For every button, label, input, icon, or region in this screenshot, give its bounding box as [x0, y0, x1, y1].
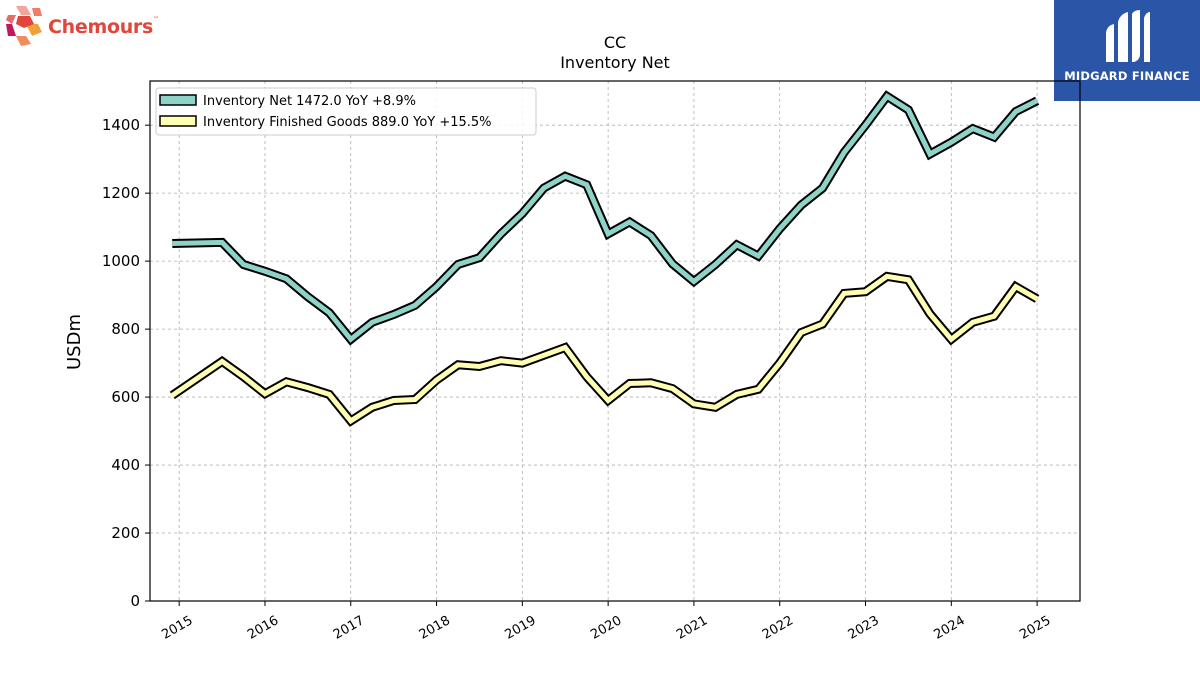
x-tick-label: 2025 [1017, 613, 1053, 643]
midgard-logo-icon [1106, 10, 1150, 62]
company-logo-text: Chemours™ [48, 16, 159, 38]
grid [150, 81, 1080, 602]
chemours-hexagon-icon [6, 6, 42, 46]
x-tick-label: 2023 [846, 613, 882, 643]
x-tick-label: 2019 [503, 613, 539, 643]
chart-subtitle: Inventory Net [560, 53, 670, 72]
x-tick-label: 2018 [417, 613, 453, 643]
y-axis-label: USDm [64, 314, 85, 370]
plot-frame [149, 80, 1081, 602]
x-tick-label: 2022 [760, 613, 796, 643]
y-tick-label: 1200 [102, 184, 140, 202]
x-tick-label: 2020 [588, 613, 624, 643]
brand-name: MIDGARD FINANCE [1064, 69, 1190, 83]
legend: Inventory Net 1472.0 YoY +8.9% Inventory… [155, 87, 537, 136]
x-tick-label: 2017 [331, 613, 367, 643]
series-line-0 [172, 92, 1039, 343]
brand-badge: MIDGARD FINANCE [1054, 0, 1200, 101]
x-axis: 2015 2016 2017 2018 2019 2020 2021 2022 2023 2024… [159, 601, 1053, 643]
y-tick-label: 600 [111, 388, 140, 406]
x-tick-label: 2021 [674, 613, 710, 643]
y-tick-label: 200 [111, 524, 140, 542]
legend-label-inventory-net: Inventory Net 1472.0 YoY +8.9% [203, 94, 416, 109]
chart-title: CC [604, 33, 626, 52]
legend-box [155, 87, 537, 136]
y-tick-label: 800 [111, 320, 140, 338]
y-tick-label: 1000 [102, 252, 140, 270]
company-logo: Chemours™ [4, 4, 164, 50]
x-tick-label: 2016 [245, 613, 281, 643]
y-tick-label: 400 [111, 456, 140, 474]
legend-swatch-inventory-net [159, 94, 197, 106]
y-axis: 0 200 400 600 800 1000 1200 1400 [102, 116, 150, 610]
x-tick-label: 2015 [159, 613, 195, 643]
series-line-1 [170, 273, 1039, 425]
y-tick-label: 1400 [102, 116, 140, 134]
legend-label-inventory-finished-goods: Inventory Finished Goods 889.0 YoY +15.5… [203, 115, 492, 130]
legend-swatch-inventory-finished-goods [159, 115, 197, 127]
series-layer [169, 90, 1040, 427]
y-tick-label: 0 [130, 592, 140, 610]
x-tick-label: 2024 [931, 613, 967, 643]
